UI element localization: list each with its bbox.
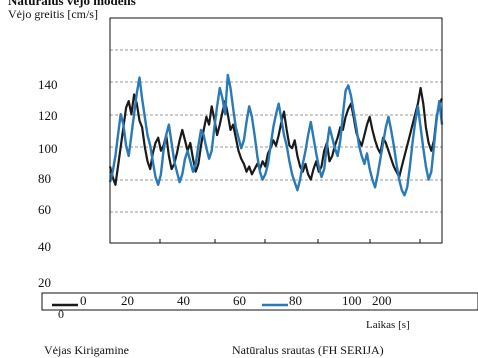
x-minor-ticks [159,239,421,243]
y-tick-label: 40 [38,239,51,254]
x-tick-label: 60 [233,293,246,308]
y-tick-labels: 20 40 60 80 100 120 140 [38,77,58,290]
x-tick-label: 100 [342,293,362,308]
y-axis-label: Vėjo greitis [cm/s] [8,7,98,21]
x-tick-labels: 0 20 40 60 80 100 200 [80,293,392,308]
y-tick-label: 80 [38,171,51,186]
strip-extra-label: 0 [58,307,64,321]
y-tick-label: 100 [38,141,58,156]
legend-entry-natural-flow: Natūralus srautas (FH SERIJA) [232,343,384,357]
x-axis-label: Laikas [s] [366,319,410,331]
plot-frame [109,17,443,244]
y-tick-label: 60 [38,202,51,217]
x-tick-label: 200 [372,293,392,308]
legend-entry-kirigamine: Vėjas Kirigamine [44,343,129,357]
x-axis-strip [41,292,478,311]
y-tick-label: 140 [38,77,58,92]
y-tick-label: 120 [38,108,58,123]
y-tick-label: 20 [38,275,51,290]
series-line-natural-flow [108,73,444,197]
x-tick-label: 20 [121,293,134,308]
x-tick-label: 0 [80,293,87,308]
x-tick-label: 40 [177,293,190,308]
chart-title: Natūralūs vėjo modelis [8,0,136,8]
x-tick-label: 80 [289,293,302,308]
series-layer [108,73,444,197]
